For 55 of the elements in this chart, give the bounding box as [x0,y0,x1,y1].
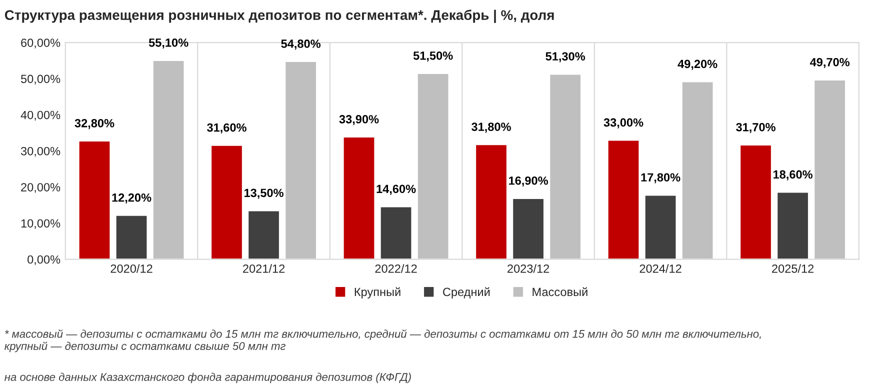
legend-label: Крупный [354,287,400,298]
data-label: 51,50% [413,51,453,62]
legend-label: Массовый [532,287,588,296]
x-tick-label: 2023/12 [508,264,550,273]
bar [379,206,413,260]
data-label: 54,80% [281,40,321,50]
bar [210,144,244,260]
data-label: 49,20% [678,60,718,70]
y-tick-label: 30,00% [20,146,60,157]
y-tick-label: 10,00% [21,219,60,229]
data-label: 13,50% [244,188,284,199]
data-label: 51,30% [546,52,586,62]
data-label: 17,80% [641,173,680,184]
x-tick-label: 2020/12 [110,264,152,273]
data-label: 16,90% [509,176,548,187]
bar [644,194,678,260]
text: на основе данных Казахстанского фонда гарантирования депозитов (КФГД) [4,372,411,384]
data-label: 32,80% [74,119,114,130]
bar [548,73,582,260]
bar [247,210,280,260]
bar [78,140,112,260]
legend-label: Средний [443,287,490,298]
x-tick-label: 2021/12 [243,264,285,273]
data-label: 49,70% [810,58,850,68]
data-label: 18,60% [774,170,813,180]
bar [776,191,810,260]
bar [813,79,846,260]
bar [512,198,545,260]
y-tick-label: 50,00% [20,74,60,84]
y-tick-label: 40,00% [20,110,60,121]
y-tick-label: 0,00% [28,255,60,266]
bar [114,214,148,260]
data-label: 55,10% [148,38,188,49]
data-label: 14,60% [376,184,416,195]
bar [416,72,450,260]
bar [152,60,186,260]
bar [681,80,714,260]
data-label: 33,90% [339,115,379,126]
data-label: 31,70% [736,122,776,134]
y-tick-label: 20,00% [21,183,60,193]
bar [342,136,376,260]
chart-title: Структура размещения розничных депозитов по сегментам*. Декабрь | %, доля [4,10,554,23]
data-label: 12,20% [112,193,152,204]
x-tick-label: 2025/12 [772,264,814,273]
bar [739,144,772,260]
data-label: 31,80% [472,122,511,133]
bar [474,144,508,260]
x-tick-label: 2024/12 [640,264,682,273]
y-tick-label: 60,00% [21,38,60,48]
bar [606,139,640,260]
data-label: 33,00% [604,118,644,128]
data-label: 31,60% [207,123,246,134]
bar [284,60,318,260]
text: * массовый — депозиты с остатками до 15 млн тг включительно, средний — депозиты с остатками от 15 млн до 50 млн тг включительно, крупный — депозиты с остатками свыше 50 млн тг [4,329,761,352]
x-tick-label: 2022/12 [375,264,417,273]
